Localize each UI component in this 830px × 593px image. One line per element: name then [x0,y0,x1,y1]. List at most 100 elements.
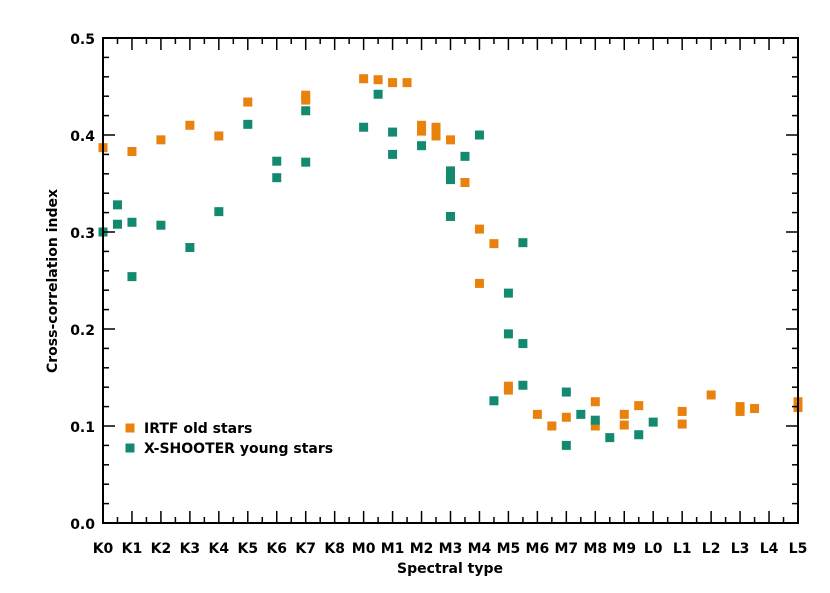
x-tick-label: M7 [554,541,578,557]
data-point [272,173,282,183]
data-point [677,419,687,429]
data-point [359,122,369,132]
data-point [503,385,513,395]
x-tick-label: K4 [209,541,230,557]
x-tick-label: L4 [760,541,779,557]
data-point [446,211,455,221]
data-point [619,409,629,419]
x-tick-label: K8 [324,541,345,557]
x-tick-label: L1 [673,541,692,557]
data-point [112,200,122,210]
data-point [388,149,398,159]
data-point [605,433,615,443]
data-point [518,380,528,390]
data-point [590,397,600,407]
data-point [301,106,311,116]
data-point [750,404,760,414]
x-tick-label: M2 [410,541,434,557]
data-point [431,131,441,141]
data-point [127,272,137,282]
data-point [590,421,600,431]
data-point [561,440,571,450]
data-point [619,420,629,430]
data-point [431,122,441,132]
data-point [417,120,427,130]
data-point [648,417,658,427]
series-irtf [98,74,803,431]
x-tick-label: K2 [151,541,172,557]
x-tick-label: L0 [644,541,663,557]
x-tick-label: K5 [237,541,258,557]
x-axis-title: Spectral type [397,561,503,577]
data-point [518,238,528,248]
y-tick-label: 0.5 [70,32,95,48]
data-point [388,127,398,137]
x-tick-label: L3 [731,541,750,557]
tick-labels: K0 K1 K2 K3 K4 K5 K6 K7 K8 M0 M1 M2 M3 M4 M5 M6 M7 M8 M9 L0… [70,32,807,557]
data-point [489,396,499,406]
data-point [388,78,398,88]
legend-label: IRTF old stars [144,421,252,437]
y-tick-label: 0.2 [70,323,95,339]
data-point [214,131,224,141]
data-point [446,166,455,176]
data-point [547,421,557,431]
y-axis-title: Cross-correlation index [45,189,61,373]
data-point [474,278,484,288]
data-point [301,95,311,105]
x-tick-label: M4 [468,541,492,557]
x-tick-label: M1 [381,541,405,557]
data-point [301,157,311,167]
data-point [301,90,311,100]
data-point [532,409,542,419]
data-point [561,412,571,422]
data-point [489,239,499,249]
data-point [359,74,369,84]
x-tick-label: K1 [122,541,143,557]
x-tick-label: M9 [612,541,636,557]
legend: IRTF old stars X-SHOOTER young stars [125,421,333,457]
data-point [706,390,716,400]
data-point [634,401,644,411]
data-point [503,288,513,298]
data-point [503,329,513,339]
x-tick-label: L5 [789,541,808,557]
data-point [185,120,195,130]
data-point [735,406,745,416]
data-marks [98,74,803,450]
data-point [156,135,166,145]
x-tick-label: K0 [93,541,114,557]
data-point [185,243,195,253]
y-tick-label: 0.3 [70,226,95,242]
x-tick-label: K3 [180,541,201,557]
data-point [634,430,644,440]
data-point [402,78,412,88]
data-point [417,141,427,151]
y-tick-label: 0.4 [70,129,95,145]
data-point [735,402,745,412]
data-point [417,126,427,136]
data-point [373,75,383,85]
data-point [243,97,253,107]
data-point [156,220,166,230]
x-tick-label: M0 [352,541,376,557]
legend-marker [125,423,135,433]
data-point [272,156,282,166]
axis-ticks [102,37,799,524]
data-point [243,119,253,129]
y-tick-label: 0.1 [70,420,95,436]
y-tick-label: 0.0 [70,517,95,533]
data-point [561,387,571,397]
data-point [576,409,586,419]
legend-marker [125,443,135,453]
data-point [460,178,470,188]
data-point [677,406,687,416]
data-point [112,219,122,229]
x-tick-label: M6 [526,541,550,557]
x-tick-label: L2 [702,541,721,557]
data-point [518,339,528,349]
data-point [460,151,470,161]
x-tick-label: M5 [497,541,521,557]
data-point [474,224,484,234]
